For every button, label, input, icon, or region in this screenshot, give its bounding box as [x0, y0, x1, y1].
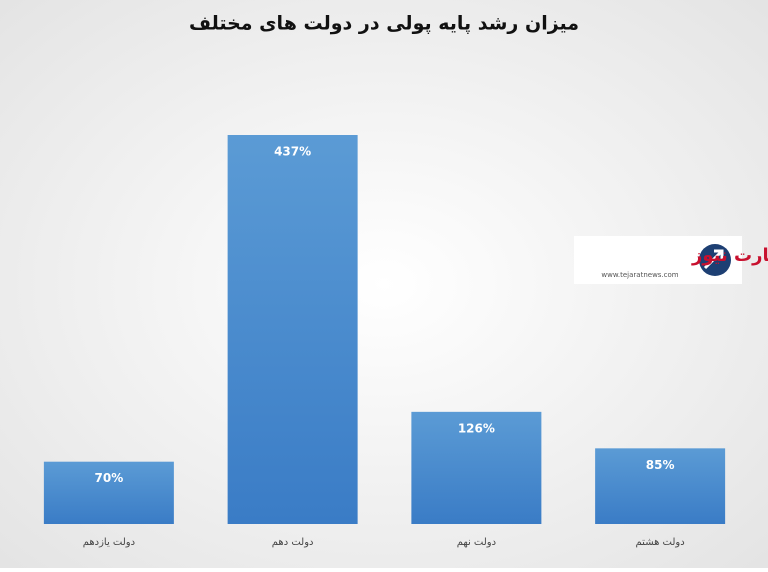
x-tick-label: دولت هشتم [636, 537, 685, 548]
bar [43, 461, 174, 524]
value-label: 70% [95, 471, 124, 485]
bar [411, 411, 542, 524]
bar [595, 448, 726, 524]
x-tick-label: دولت نهم [457, 537, 496, 548]
watermark-arrow [703, 249, 724, 270]
value-label: 437% [274, 145, 311, 159]
watermark: تجارت نیوز www.tejaratnews.com [574, 236, 768, 284]
value-label: 85% [646, 458, 675, 472]
x-tick-label: دولت دهم [272, 537, 314, 548]
watermark-url: www.tejaratnews.com [601, 271, 678, 279]
chart-title: میزان رشد پایه پولی در دولت های مختلف [189, 13, 579, 35]
x-tick-label: دولت یازدهم [83, 537, 135, 548]
watermark-name: تجارت نیوز [691, 245, 768, 266]
bar [227, 135, 358, 524]
value-label: 126% [458, 421, 495, 435]
